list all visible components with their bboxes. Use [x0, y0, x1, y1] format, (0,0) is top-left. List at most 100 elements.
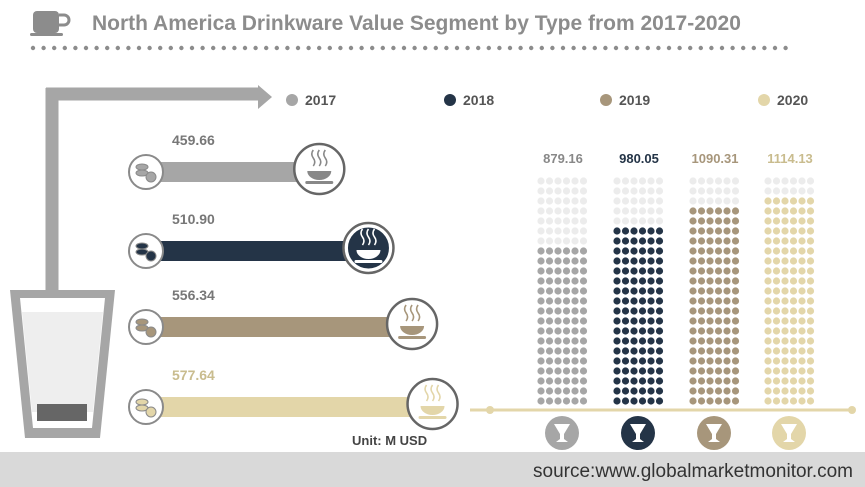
dot-2019: [723, 207, 731, 215]
dot-2018: [630, 307, 638, 315]
dot-2019: [723, 327, 731, 335]
dot-2018: [655, 247, 664, 255]
divider-dot: [338, 45, 343, 51]
dot-2019: [731, 197, 740, 205]
dot-2019: [706, 357, 714, 365]
divider-dot: [518, 45, 523, 51]
dot-2018: [655, 297, 664, 305]
dot-2017: [562, 237, 571, 245]
dot-2017: [554, 327, 562, 335]
dot-2018: [638, 177, 647, 185]
dot-2019: [714, 237, 723, 245]
bar-value-label-2018: 510.90: [172, 211, 215, 227]
dot-2020: [781, 357, 789, 365]
dot-2019: [706, 297, 714, 305]
dot-2020: [764, 237, 772, 245]
dot-2018: [630, 347, 638, 355]
dot-2019: [714, 317, 723, 325]
dot-2017: [571, 197, 579, 205]
dot-2020: [772, 247, 781, 255]
dot-value-label-2020: 1114.13: [767, 151, 813, 166]
dot-2018: [613, 317, 621, 325]
dot-2020: [781, 257, 789, 265]
divider-dot: [465, 45, 470, 51]
coins-icon: [128, 233, 164, 269]
dot-2020: [806, 217, 815, 225]
dot-2018: [647, 377, 655, 385]
dot-2018: [613, 237, 621, 245]
dot-2017: [562, 367, 571, 375]
dot-2020: [789, 207, 798, 215]
dot-2019: [731, 227, 740, 235]
dot-2017: [562, 247, 571, 255]
dot-2017: [537, 257, 545, 265]
dot-2019: [689, 177, 697, 185]
dot-2020: [781, 227, 789, 235]
dot-2020: [789, 297, 798, 305]
source-label: source:www.globalmarketmonitor.com: [533, 461, 853, 482]
dot-2020: [798, 177, 806, 185]
dot-2018: [621, 377, 630, 385]
divider-dot: [476, 45, 481, 51]
dot-2020: [789, 217, 798, 225]
dot-2019: [706, 327, 714, 335]
divider-dot: [645, 45, 650, 51]
dot-2017: [571, 337, 579, 345]
divider-dot: [136, 45, 142, 51]
dot-2019: [689, 217, 697, 225]
dot-2020: [806, 277, 815, 285]
dot-2018: [621, 307, 630, 315]
dot-2019: [697, 217, 706, 225]
dot-2017: [562, 227, 571, 235]
dot-2019: [689, 317, 697, 325]
dot-2018: [613, 177, 621, 185]
dot-2017: [537, 217, 545, 225]
dot-2020: [789, 387, 798, 395]
divider-dot: [613, 45, 619, 51]
dot-2019: [689, 337, 697, 345]
dot-2017: [571, 227, 579, 235]
dot-columns: 879.16 980.05 1090.31 1114.13: [537, 151, 815, 450]
dot-2018: [638, 297, 647, 305]
dot-2019: [706, 307, 714, 315]
dot-2017: [537, 227, 545, 235]
divider-dot: [592, 45, 597, 51]
dot-2020: [772, 387, 781, 395]
bar-2020: [146, 397, 433, 417]
dot-2019: [723, 387, 731, 395]
dot-2020: [806, 367, 815, 375]
dot-2020: [798, 247, 806, 255]
dot-2017: [579, 247, 588, 255]
legend-swatch-2018: [444, 94, 456, 106]
dot-2017: [537, 347, 545, 355]
dot-2019: [714, 337, 723, 345]
dot-2020: [772, 217, 781, 225]
dot-2017: [562, 287, 571, 295]
dot-2017: [545, 187, 554, 195]
dot-2018: [655, 317, 664, 325]
dot-2017: [562, 297, 571, 305]
dot-value-label-2017: 879.16: [543, 151, 583, 166]
dot-2019: [689, 307, 697, 315]
dot-2017: [554, 317, 562, 325]
dot-2020: [789, 337, 798, 345]
steaming-bowl-icon: [293, 142, 346, 196]
dot-2019: [723, 267, 731, 275]
divider-dot: [115, 45, 121, 51]
dot-2017: [545, 277, 554, 285]
dot-2017: [571, 177, 579, 185]
dot-2017: [562, 317, 571, 325]
dot-2018: [647, 247, 655, 255]
dot-2019: [697, 367, 706, 375]
dot-2018: [630, 177, 638, 185]
dot-2019: [689, 207, 697, 215]
dot-2018: [655, 217, 664, 225]
dot-2019: [723, 307, 731, 315]
dot-2019: [723, 277, 731, 285]
goblet-icon: [772, 416, 806, 450]
divider-dot: [327, 45, 332, 51]
dot-2018: [630, 237, 638, 245]
dot-2017: [545, 337, 554, 345]
dot-2017: [579, 397, 588, 405]
dot-2018: [621, 317, 630, 325]
